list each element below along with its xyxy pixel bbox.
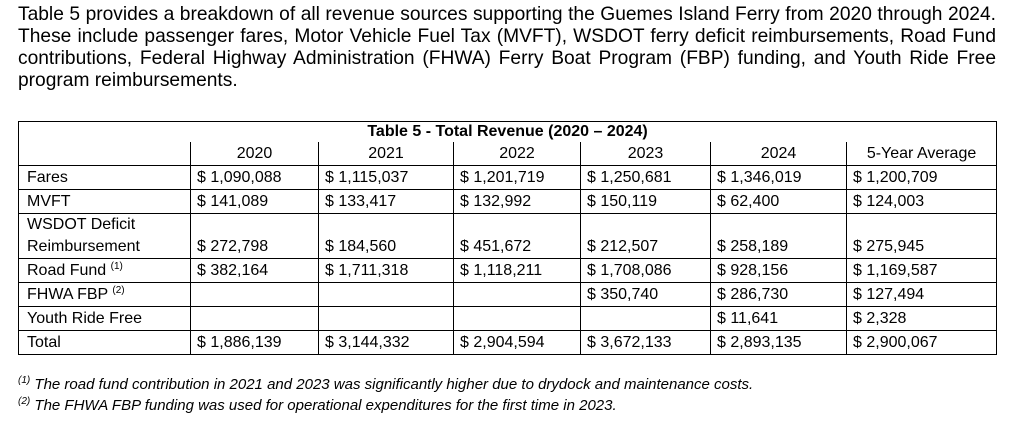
value-cell: $ 1,090,088: [190, 165, 319, 190]
row-label: Fares: [18, 165, 191, 190]
intro-paragraph: Table 5 provides a breakdown of all reve…: [18, 4, 996, 91]
value-cell: $ 1,118,211: [453, 258, 581, 283]
table-row: Youth Ride Free $ 11,641 $ 2,328: [18, 306, 998, 331]
empty-cell: [453, 282, 581, 307]
table-row: Road Fund (1) $ 382,164 $ 1,711,318 $ 1,118…: [18, 258, 998, 283]
value-cell: $ 1,711,318: [318, 258, 454, 283]
value-cell: $ 127,494: [845, 282, 998, 307]
footnotes: (1) The road fund contribution in 2021 a…: [18, 374, 753, 416]
value-cell: $ 132,992: [453, 189, 581, 214]
column-header: 2024: [710, 142, 847, 166]
value-cell: $ 272,798: [190, 213, 319, 259]
revenue-table: Table 5 - Total Revenue (2020 – 2024) 202…: [17, 121, 998, 355]
row-label: Road Fund (1): [18, 258, 191, 283]
row-label-text: Youth Ride Free: [27, 310, 143, 327]
value-cell: $ 2,900,067: [845, 330, 998, 355]
value-cell: $ 141,089: [190, 189, 319, 214]
value-cell: $ 3,672,133: [580, 330, 711, 355]
value-cell: $ 928,156: [710, 258, 847, 283]
value-cell: $ 1,200,709: [845, 165, 998, 190]
value-cell: $ 150,119: [580, 189, 711, 214]
row-label-text: WSDOT Deficit Reimbursement: [27, 216, 140, 255]
value-cell: $ 451,672: [453, 213, 581, 259]
row-label-text: Fares: [27, 169, 68, 186]
footnote-text: The FHWA FBP funding was used for operat…: [34, 397, 617, 414]
value-cell: $ 350,740: [580, 282, 711, 307]
value-cell: $ 286,730: [710, 282, 847, 307]
value-cell: $ 1,169,587: [845, 258, 998, 283]
footnote: (1) The road fund contribution in 2021 a…: [18, 374, 753, 395]
value-cell: $ 62,400: [710, 189, 847, 214]
header-cell: [18, 142, 191, 166]
row-label-text: FHWA FBP: [27, 286, 108, 303]
value-cell: $ 2,904,594: [453, 330, 581, 355]
row-label-text: Road Fund: [27, 262, 107, 279]
table-row: Fares $ 1,090,088 $ 1,115,037 $ 1,201,719 $ …: [18, 165, 998, 190]
value-cell: $ 3,144,332: [318, 330, 454, 355]
footnote-marker: (2): [112, 285, 125, 296]
footnote-marker: (1): [18, 375, 31, 386]
row-label: Total: [18, 330, 191, 355]
value-cell: $ 212,507: [580, 213, 711, 259]
column-header: 2022: [453, 142, 581, 166]
footnote: (2) The FHWA FBP funding was used for op…: [18, 395, 753, 416]
empty-cell: [190, 282, 319, 307]
value-cell: $ 382,164: [190, 258, 319, 283]
empty-cell: [580, 306, 711, 331]
row-label-text: MVFT: [27, 193, 71, 210]
value-cell: $ 1,708,086: [580, 258, 711, 283]
value-cell: $ 2,328: [845, 306, 998, 331]
row-label: FHWA FBP (2): [18, 282, 191, 307]
value-cell: $ 1,115,037: [318, 165, 454, 190]
footnote-marker: (2): [18, 396, 31, 407]
value-cell: $ 258,189: [710, 213, 847, 259]
column-header: 2021: [318, 142, 454, 166]
value-cell: $ 275,945: [845, 213, 998, 259]
value-cell: $ 1,250,681: [580, 165, 711, 190]
empty-cell: [318, 282, 454, 307]
column-header: 2020: [190, 142, 319, 166]
value-cell: $ 11,641: [710, 306, 847, 331]
column-header: 2023: [580, 142, 711, 166]
header-row: 2020 2021 2022 2023 2024 5-Year Average: [18, 142, 998, 166]
value-cell: $ 184,560: [318, 213, 454, 259]
title-row: Table 5 - Total Revenue (2020 – 2024): [17, 121, 998, 142]
footnote-marker: (1): [110, 261, 123, 272]
row-label: WSDOT Deficit Reimbursement: [18, 213, 191, 259]
table-row: WSDOT Deficit Reimbursement $ 272,798 $ 18…: [18, 213, 998, 259]
column-header: 5-Year Average: [845, 142, 998, 166]
row-label: MVFT: [18, 189, 191, 214]
empty-cell: [190, 306, 319, 331]
table-row: MVFT $ 141,089 $ 133,417 $ 132,992 $ 150,119…: [18, 189, 998, 214]
table-title: Table 5 - Total Revenue (2020 – 2024): [17, 121, 998, 142]
footnote-text: The road fund contribution in 2021 and 2…: [34, 376, 754, 393]
row-label-text: Total: [27, 334, 61, 351]
value-cell: $ 1,346,019: [710, 165, 847, 190]
value-cell: $ 1,886,139: [190, 330, 319, 355]
value-cell: $ 124,003: [845, 189, 998, 214]
value-cell: $ 2,893,135: [710, 330, 847, 355]
table-row: Total $ 1,886,139 $ 3,144,332 $ 2,904,594 $ …: [18, 330, 998, 355]
table-row: FHWA FBP (2) $ 350,740 $ 286,730 $ 127,494: [18, 282, 998, 307]
value-cell: $ 133,417: [318, 189, 454, 214]
value-cell: $ 1,201,719: [453, 165, 581, 190]
row-label: Youth Ride Free: [18, 306, 191, 331]
empty-cell: [453, 306, 581, 331]
empty-cell: [318, 306, 454, 331]
